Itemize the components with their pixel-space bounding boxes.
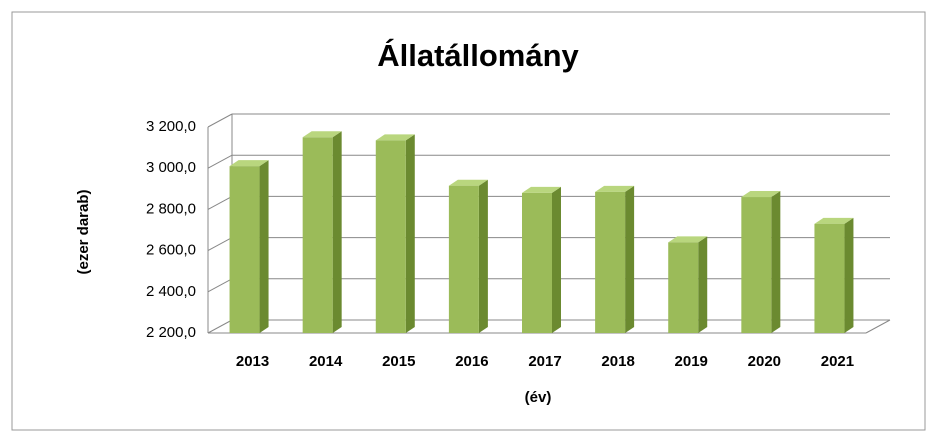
bar-side — [844, 217, 854, 333]
bar-side — [698, 236, 708, 333]
bar-top — [302, 131, 342, 138]
bar — [229, 166, 260, 333]
grid-line — [207, 195, 233, 210]
x-tick-label: 2019 — [675, 353, 708, 370]
bar-top — [448, 179, 488, 186]
x-tick-label: 2017 — [528, 353, 561, 370]
bar-top — [741, 191, 781, 198]
bar-top — [595, 185, 635, 192]
bar — [448, 185, 479, 333]
x-tick-label: 2020 — [748, 353, 781, 370]
bar-top — [229, 160, 269, 167]
grid-line — [207, 154, 233, 169]
x-tick-label: 2014 — [309, 353, 343, 370]
x-tick-label: 2021 — [821, 353, 854, 370]
bar-top — [375, 134, 415, 141]
y-tick-label: 3 200,0 — [146, 118, 196, 135]
x-tick-label: 2016 — [455, 353, 488, 370]
y-tick-label: 2 200,0 — [146, 324, 196, 341]
x-tick-label: 2013 — [236, 353, 269, 370]
bar — [522, 192, 552, 333]
bar-side — [259, 160, 269, 333]
bar — [814, 223, 845, 333]
chart-title: Állatállomány — [377, 38, 579, 73]
bar-side — [478, 179, 488, 333]
bar — [741, 197, 772, 333]
floor-right — [865, 319, 891, 334]
y-tick-label: 2 600,0 — [146, 242, 196, 259]
bar-top — [668, 236, 708, 243]
bar-side — [332, 131, 342, 333]
y-tick-label: 2 800,0 — [146, 200, 196, 217]
y-tick-label: 3 000,0 — [146, 159, 196, 176]
bar — [595, 191, 626, 333]
grid-line — [207, 319, 233, 334]
bar-side — [625, 185, 635, 333]
bar-side — [771, 191, 781, 333]
bar — [302, 137, 333, 333]
y-axis-label: (ezer darab) — [75, 189, 92, 274]
x-axis-label: (év) — [525, 389, 552, 406]
grid-line — [207, 237, 233, 252]
bar — [375, 140, 406, 333]
bar-top — [814, 217, 854, 224]
bar — [668, 242, 699, 333]
y-tick-label: 2 400,0 — [146, 283, 196, 300]
grid-line — [207, 278, 233, 293]
grid-line — [207, 113, 233, 128]
bar-side — [552, 186, 561, 333]
x-tick-label: 2015 — [382, 353, 415, 370]
bar-side — [405, 134, 415, 333]
x-tick-label: 2018 — [601, 353, 634, 370]
bar-top — [522, 186, 561, 193]
